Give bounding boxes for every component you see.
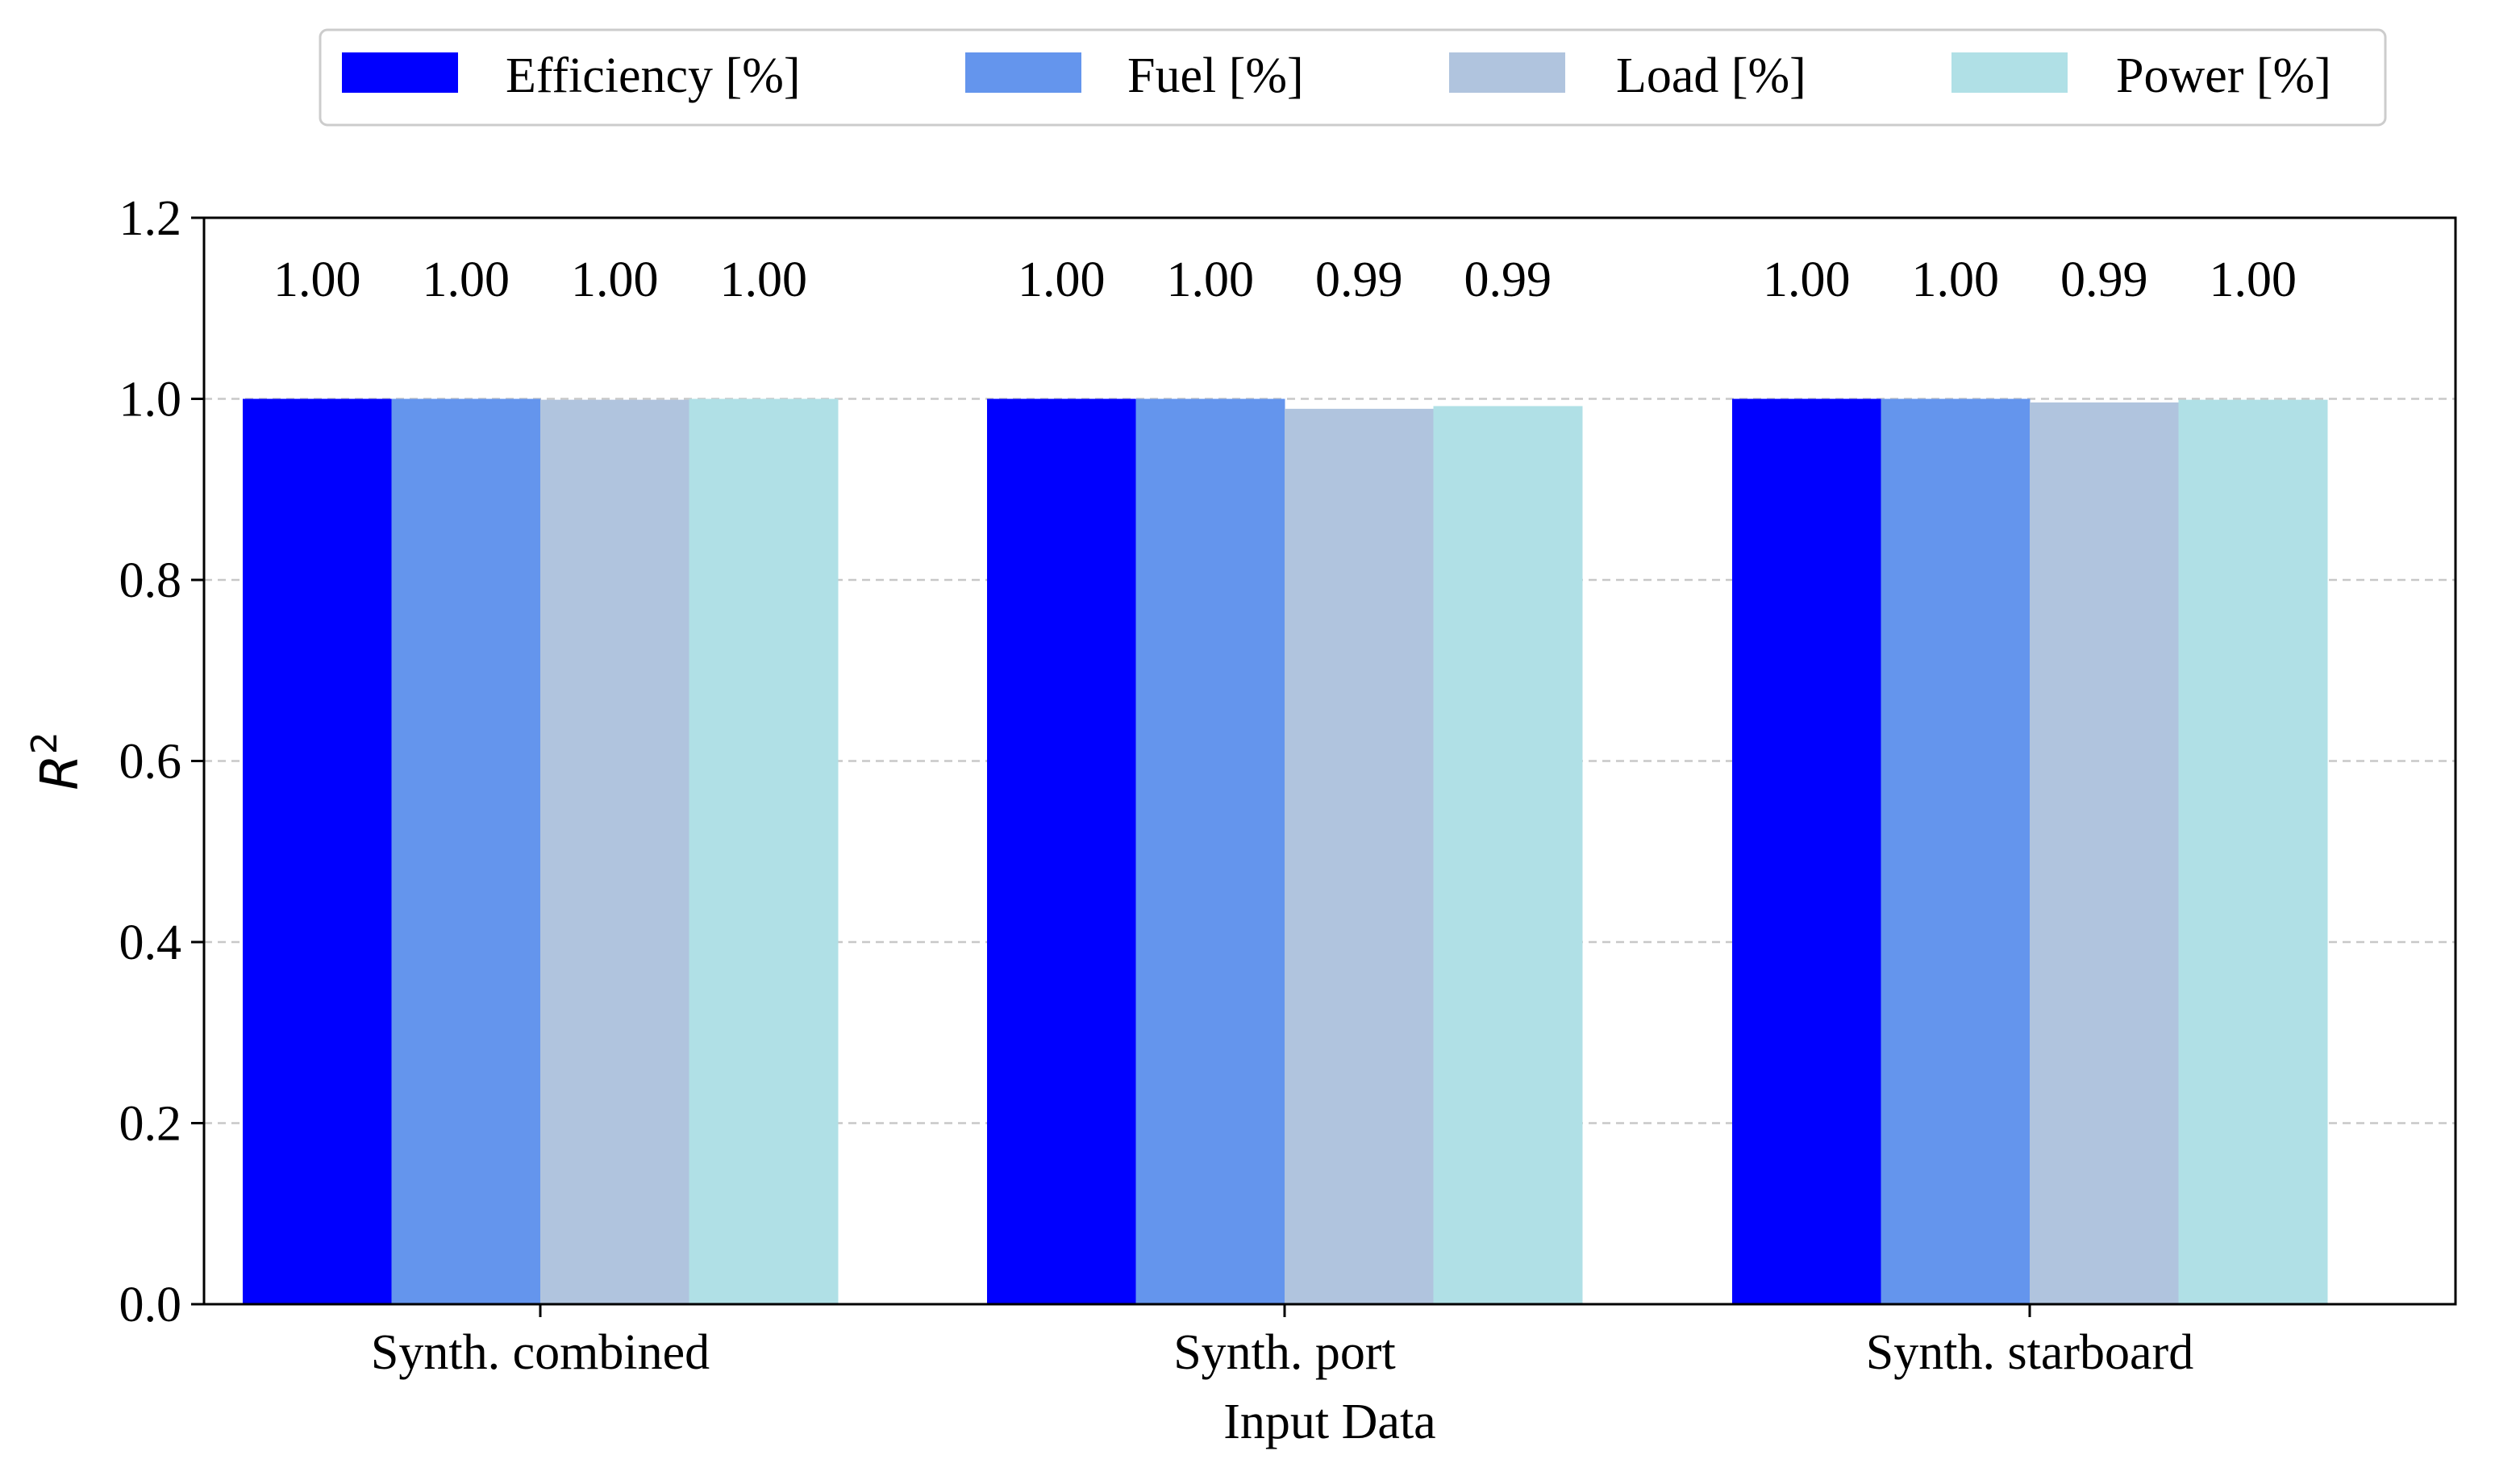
legend-label: Load [%] bbox=[1616, 48, 1806, 103]
bar bbox=[689, 398, 839, 1304]
bar-value-label: 0.99 bbox=[2060, 252, 2148, 307]
x-tick-label: Synth. combined bbox=[371, 1325, 710, 1380]
bar bbox=[987, 398, 1136, 1304]
bar-value-label: 1.00 bbox=[720, 252, 808, 307]
bar-value-label: 0.99 bbox=[1315, 252, 1403, 307]
legend-label: Efficiency [%] bbox=[506, 48, 801, 103]
legend-swatch bbox=[1449, 52, 1565, 93]
legend-swatch bbox=[1951, 52, 2068, 93]
x-axis-title: Input Data bbox=[1223, 1395, 1435, 1449]
bar-value-label: 1.00 bbox=[1167, 252, 1255, 307]
bar bbox=[1433, 406, 1583, 1305]
bar-value-label: 1.00 bbox=[1912, 252, 2000, 307]
data-labels: 1.00 1.00 1.00 1.00 1.00 1.00 0.99 0.99 1.00 1.00… bbox=[273, 252, 2297, 307]
bars bbox=[243, 398, 2328, 1305]
bar bbox=[1732, 398, 1881, 1304]
bar-value-label: 1.00 bbox=[2210, 252, 2297, 307]
x-axis: Synth. combined Synth. port Synth. starboa… bbox=[371, 1304, 2193, 1380]
bar bbox=[1135, 398, 1285, 1304]
bar-value-label: 1.00 bbox=[1763, 252, 1851, 307]
legend: Efficiency [%] Fuel [%] Load [%] Power [%] bbox=[319, 28, 2387, 127]
bar-value-label: 1.00 bbox=[571, 252, 659, 307]
bar bbox=[1881, 398, 2031, 1304]
bar bbox=[2178, 399, 2328, 1304]
bar bbox=[243, 398, 392, 1304]
y-tick-label: 0.8 bbox=[119, 553, 182, 608]
legend-label: Power [%] bbox=[2116, 48, 2331, 103]
legend-label: Fuel [%] bbox=[1127, 48, 1304, 103]
y-tick-label: 0.4 bbox=[119, 915, 182, 970]
bar-value-label: 1.00 bbox=[423, 252, 510, 307]
y-tick-label: 0.6 bbox=[119, 735, 182, 790]
x-tick-label: Synth. port bbox=[1173, 1325, 1396, 1380]
legend-swatch bbox=[342, 52, 458, 93]
y-tick-label: 0.0 bbox=[119, 1278, 182, 1332]
y-axis: 0.0 0.2 0.4 0.6 0.8 1.0 1.2 bbox=[119, 191, 204, 1332]
y-axis-title-superscript: 2 bbox=[24, 732, 65, 754]
legend-frame bbox=[319, 28, 2387, 127]
y-axis-title-main: R bbox=[31, 754, 90, 790]
bar bbox=[391, 398, 541, 1304]
bar-value-label: 1.00 bbox=[273, 252, 361, 307]
y-tick-label: 0.2 bbox=[119, 1097, 182, 1152]
bar bbox=[2030, 402, 2179, 1304]
y-tick-label: 1.0 bbox=[119, 373, 182, 427]
bar bbox=[1285, 408, 1434, 1304]
legend-swatch bbox=[965, 52, 1081, 93]
bar-value-label: 0.99 bbox=[1464, 252, 1552, 307]
y-tick-label: 1.2 bbox=[119, 191, 182, 246]
bar-value-label: 1.00 bbox=[1018, 252, 1106, 307]
x-tick-label: Synth. starboard bbox=[1866, 1325, 2193, 1380]
bar bbox=[540, 399, 689, 1304]
y-axis-title: R2 bbox=[24, 732, 90, 790]
